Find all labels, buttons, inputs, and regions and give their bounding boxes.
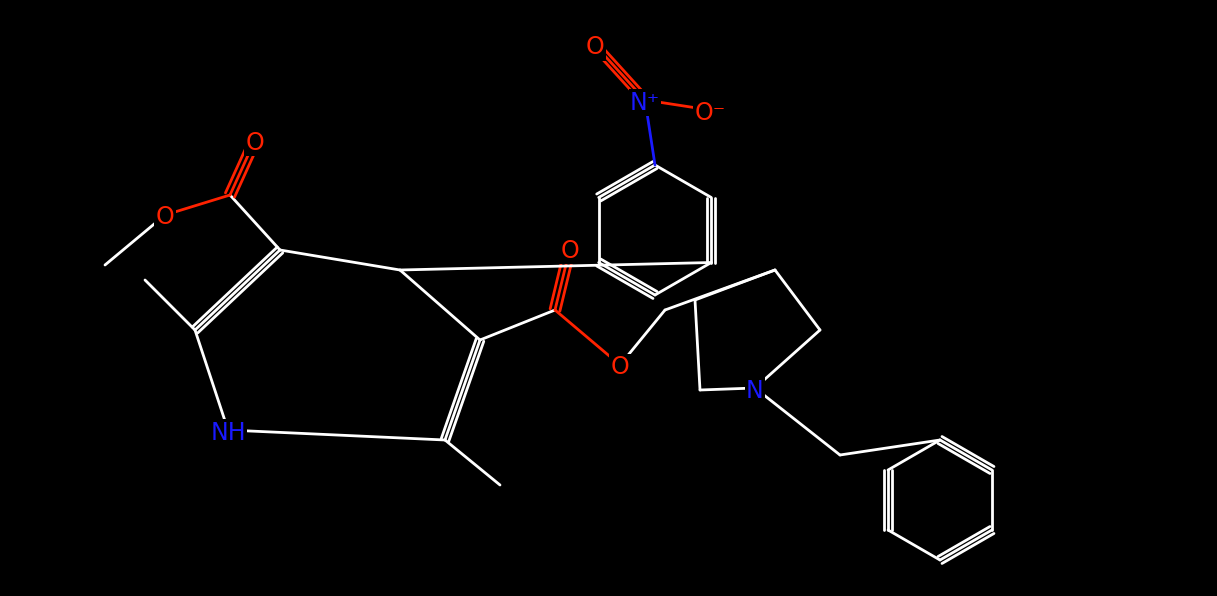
Text: O: O — [156, 206, 174, 229]
Text: O: O — [611, 355, 629, 380]
Text: O: O — [585, 36, 605, 60]
Text: N⁺: N⁺ — [630, 91, 660, 114]
Text: N: N — [746, 378, 764, 402]
Text: O⁻: O⁻ — [695, 101, 725, 125]
Text: O: O — [246, 131, 264, 154]
Text: NH: NH — [211, 421, 246, 445]
Text: O: O — [561, 238, 579, 262]
